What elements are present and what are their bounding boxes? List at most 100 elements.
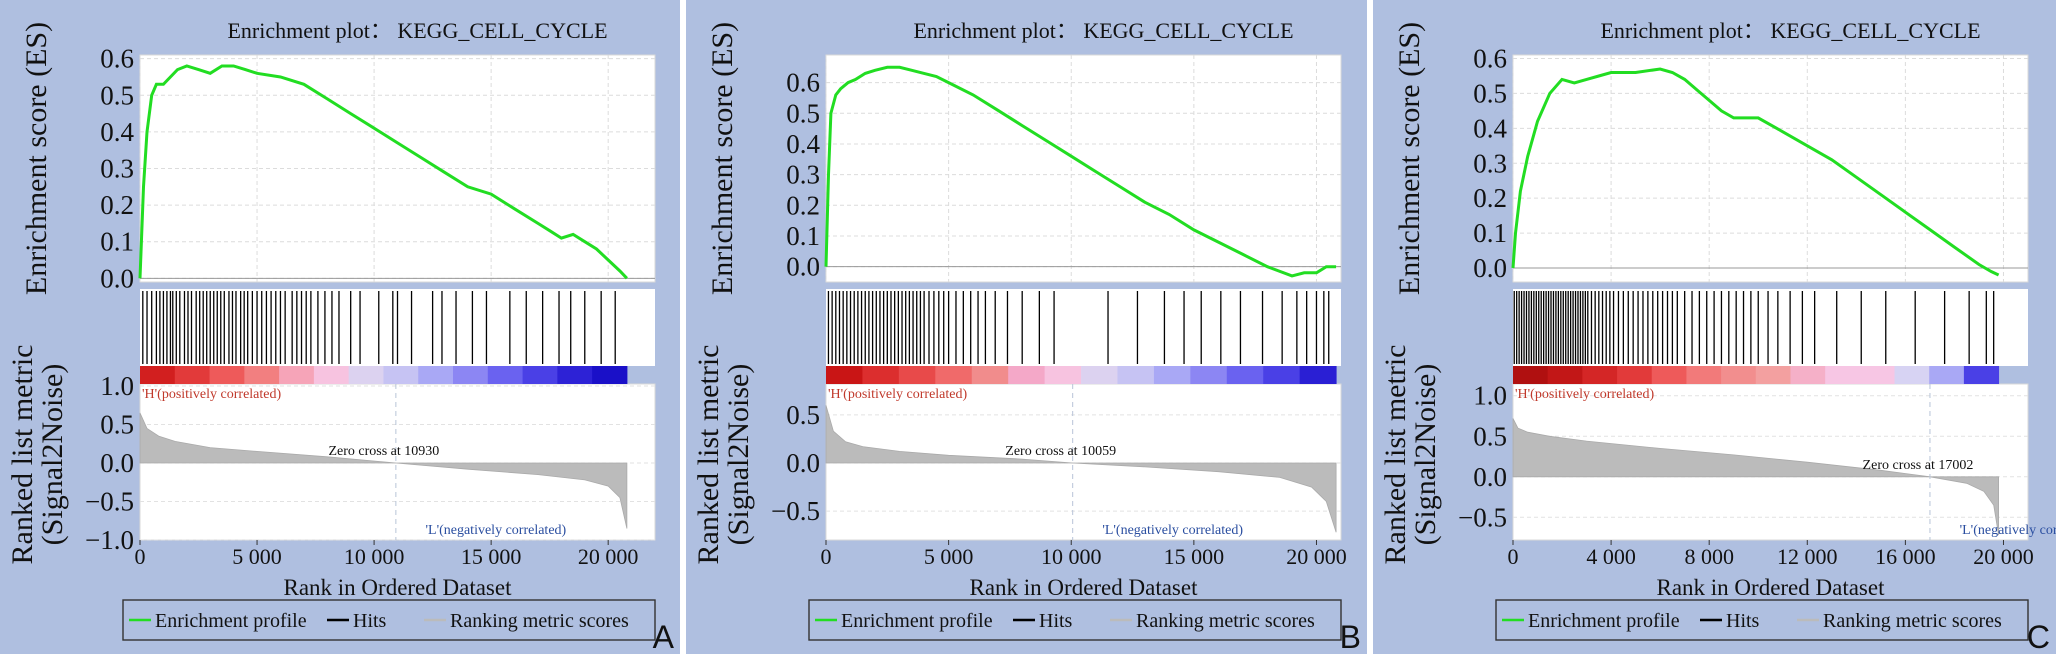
heatmap-segment	[1686, 366, 1722, 384]
heatmap-segment	[244, 366, 280, 384]
rank-ytick-label: 0.0	[100, 448, 134, 478]
legend-label: Ranking metric scores	[1823, 610, 2002, 632]
heatmap-segment	[1153, 366, 1191, 384]
heatmap-segment	[1044, 366, 1082, 384]
es-axis-label: Enrichment score (ES)	[20, 22, 53, 295]
heatmap-segment	[1894, 366, 1930, 384]
legend-label: Hits	[353, 610, 387, 632]
chart-title: Enrichment plot： KEGG_CELL_CYCLE	[913, 18, 1293, 43]
rank-ytick-label: 0.0	[1473, 462, 1507, 492]
xtick-label: 10 000	[344, 544, 405, 569]
chart-title: Enrichment plot： KEGG_CELL_CYCLE	[227, 18, 607, 43]
es-ytick-label: 0.4	[786, 129, 820, 159]
es-ytick-label: 0.1	[1473, 218, 1507, 248]
heatmap-segment	[971, 366, 1009, 384]
rank-ytick-label: 0.5	[1473, 421, 1507, 451]
ranking-metric-area	[139, 412, 628, 529]
positive-label: 'H'(positively correlated)	[828, 387, 967, 402]
heatmap-segment	[1963, 366, 2000, 384]
xtick-label: 15 000	[461, 544, 522, 569]
heatmap-segment	[862, 366, 900, 384]
rank-axis-label-line1: Ranked list metric	[6, 345, 39, 565]
panel-letter: A	[653, 619, 675, 654]
es-ytick-label: 0.5	[100, 80, 134, 110]
es-ytick-label: 0.3	[786, 160, 820, 190]
heatmap-segment	[1008, 366, 1046, 384]
rank-ytick-label: 1.0	[100, 371, 134, 401]
xtick-label: 20 000	[1973, 544, 2034, 569]
rank-axis-label-line2: (Signal2Noise)	[722, 364, 755, 546]
rank-ytick-label: −0.5	[85, 487, 134, 517]
gsea-panel-b: Enrichment plot： KEGG_CELL_CYCLE 0.0 0.1 0.…	[686, 0, 1367, 654]
heatmap-segment	[1755, 366, 1791, 384]
heatmap-segment	[1081, 366, 1118, 384]
heatmap-segment	[1582, 366, 1618, 384]
gsea-panel-svg: Enrichment plot： KEGG_CELL_CYCLE 0.0 0.1 0.…	[6, 18, 675, 654]
es-ytick-label: 0.2	[786, 190, 820, 220]
rank-ytick-label: −0.5	[771, 496, 820, 526]
heatmap-segment	[487, 366, 524, 384]
ranking-metric-area	[1512, 418, 1999, 536]
heatmap-segment	[935, 366, 973, 384]
es-ytick-label: 0.0	[1473, 253, 1507, 283]
gsea-panel-a: Enrichment plot： KEGG_CELL_CYCLE 0.0 0.1 0.…	[0, 0, 680, 654]
xtick-label: 0	[135, 544, 146, 569]
legend-label: Enrichment profile	[841, 610, 993, 632]
legend-box	[808, 599, 1342, 641]
rank-ytick-label: −0.5	[1458, 502, 1507, 532]
legend-label: Hits	[1726, 610, 1760, 632]
es-ytick-label: 0.4	[100, 117, 134, 147]
es-ytick-label: 0.6	[1473, 43, 1507, 73]
legend-box	[122, 599, 656, 641]
rank-ytick-label: 0.5	[786, 400, 820, 430]
heatmap-segment	[1721, 366, 1757, 384]
heatmap-segment	[174, 366, 211, 384]
legend-label: Ranking metric scores	[1136, 610, 1315, 632]
xtick-label: 12 000	[1777, 544, 1838, 569]
gsea-panel-c: Enrichment plot： KEGG_CELL_CYCLE 0.0 0.1 0.…	[1373, 0, 2056, 654]
enrichment-profile-line	[138, 64, 628, 280]
rank-ytick-label: −1.0	[85, 525, 134, 555]
heatmap-segment	[1651, 366, 1687, 384]
es-ytick-label: 0.5	[786, 98, 820, 128]
hits-area	[826, 289, 1341, 366]
rank-ytick-label: 1.0	[1473, 381, 1507, 411]
x-axis-label: Rank in Ordered Dataset	[969, 575, 1198, 600]
es-ytick-label: 0.5	[1473, 78, 1507, 108]
rank-ytick-label: 0.0	[786, 448, 820, 478]
heatmap-segment	[348, 366, 384, 384]
legend: Enrichment profile Hits Ranking metric sco…	[808, 599, 1342, 641]
heatmap-segment	[1190, 366, 1228, 384]
x-axis-label: Rank in Ordered Dataset	[1656, 575, 1885, 600]
panel-letter: C	[2027, 619, 2050, 654]
xtick-label: 0	[1508, 544, 1519, 569]
gsea-panel-svg: Enrichment plot： KEGG_CELL_CYCLE0.00.10.…	[692, 18, 1361, 654]
legend: Enrichment profile Hits Ranking metric sco…	[122, 599, 656, 641]
legend: Enrichment profile Hits Ranking metric sco…	[1495, 599, 2029, 641]
xtick-label: 5 000	[232, 544, 282, 569]
rank-axis-label-line2: (Signal2Noise)	[1409, 364, 1442, 546]
heatmap-segment	[898, 366, 936, 384]
xtick-label: 16 000	[1875, 544, 1936, 569]
negative-label: 'L'(negatively correlated)	[1102, 523, 1243, 538]
xtick-label: 20 000	[1286, 544, 1347, 569]
heatmap-segment	[1263, 366, 1301, 384]
es-ytick-label: 0.3	[1473, 148, 1507, 178]
xtick-label: 8 000	[1684, 544, 1734, 569]
es-axis-label: Enrichment score (ES)	[1393, 22, 1426, 295]
legend-label: Hits	[1039, 610, 1073, 632]
zero-cross-label: Zero cross at 10059	[1005, 444, 1116, 459]
xtick-label: 10 000	[1041, 544, 1102, 569]
legend-label: Enrichment profile	[155, 610, 307, 632]
es-ytick-label: 0.1	[100, 227, 134, 257]
heatmap-segment	[592, 366, 628, 384]
xtick-label: 20 000	[578, 544, 639, 569]
legend-label: Ranking metric scores	[450, 610, 629, 632]
zero-cross-label: Zero cross at 10930	[328, 444, 439, 459]
heatmap-segment	[1513, 366, 1549, 384]
heatmap-segment	[1547, 366, 1583, 384]
chart-title: Enrichment plot： KEGG_CELL_CYCLE	[1600, 18, 1980, 43]
legend-box	[1495, 599, 2029, 641]
hits-area	[1513, 289, 2028, 366]
heatmap-segment	[209, 366, 245, 384]
